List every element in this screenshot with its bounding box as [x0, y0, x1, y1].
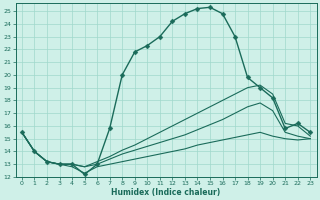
X-axis label: Humidex (Indice chaleur): Humidex (Indice chaleur): [111, 188, 221, 197]
